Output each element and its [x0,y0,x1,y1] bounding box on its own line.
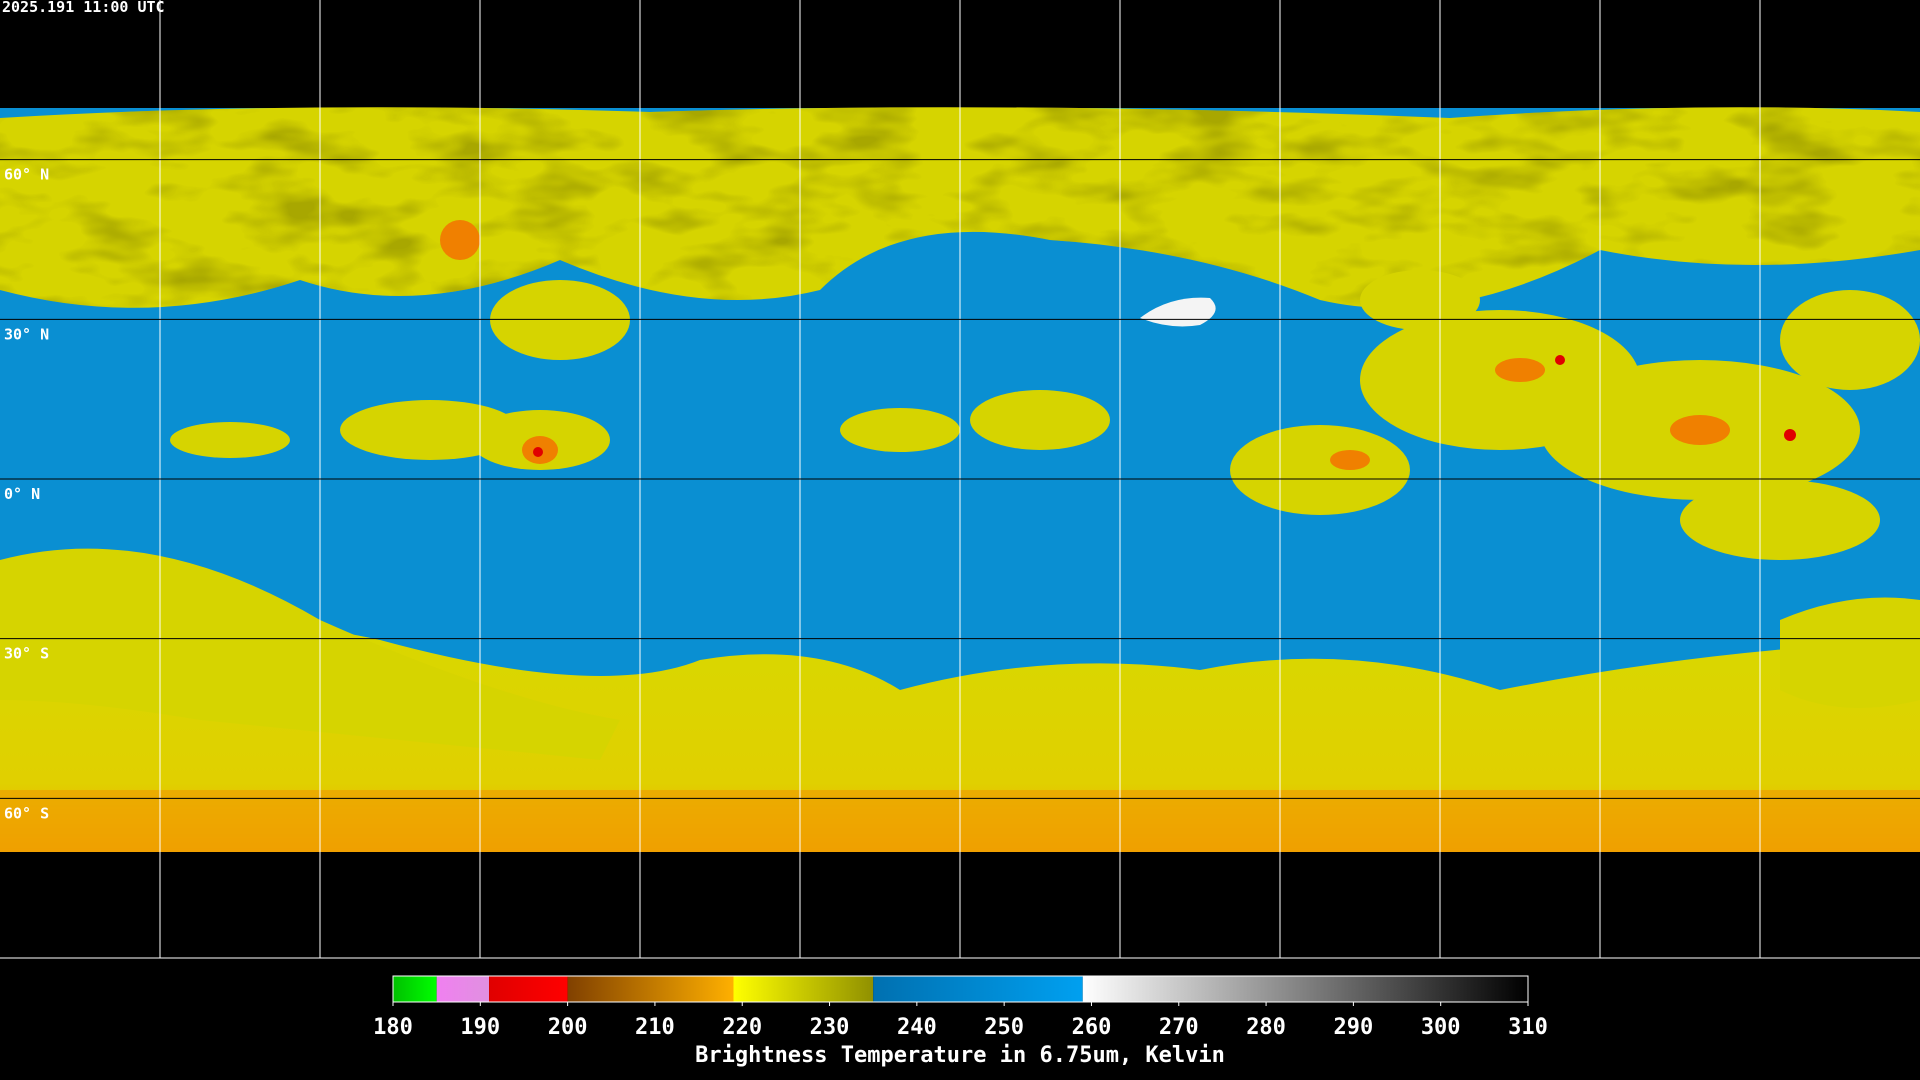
colorbar-tick-label: 240 [897,1015,937,1040]
colorbar-segment [873,976,1083,1002]
colorbar-tick-label: 300 [1421,1015,1461,1040]
colorbar-segment [733,976,874,1002]
latitude-label: 30° N [4,325,49,343]
colorbar-tick-label: 260 [1072,1015,1112,1040]
colorbar-segment [489,976,568,1002]
colorbar-tick-label: 230 [810,1015,850,1040]
latitude-label: 60° S [4,804,49,822]
colorbar-title: Brightness Temperature in 6.75um, Kelvin [695,1043,1225,1068]
timestamp: 2025.191 11:00 UTC [2,0,165,16]
latitude-label: 0° N [4,485,40,503]
colorbar-tick-label: 290 [1334,1015,1374,1040]
colorbar-tick-label: 280 [1246,1015,1286,1040]
colorbar-tick-label: 190 [460,1015,500,1040]
coldest-tops [533,355,1796,457]
colorbar-tick-label: 250 [984,1015,1024,1040]
colorbar-tick-label: 180 [373,1015,413,1040]
colorbar-tick-label: 310 [1508,1015,1548,1040]
latitude-labels: 60° N 30° N 0° N 30° S 60° S [4,166,49,823]
latitude-label: 60° N [4,166,49,184]
graticule [0,0,1920,959]
colorbar-tick-label: 270 [1159,1015,1199,1040]
colorbar-frame [392,975,1529,1003]
colorbar-segment [567,976,734,1002]
colorbar-segment [436,976,490,1002]
colorbar-tick-label: 210 [635,1015,675,1040]
colorbar-segment [1082,976,1528,1002]
colorbar-segment [393,976,437,1002]
deep-convection [440,220,1730,470]
colorbar-tick-label: 200 [548,1015,588,1040]
latitude-label: 30° S [4,645,49,663]
colorbar: 180 190 200 210 220 230 240 250 260 270 280 290 300 3… [373,975,1548,1040]
colorbar-tick-label: 220 [722,1015,762,1040]
